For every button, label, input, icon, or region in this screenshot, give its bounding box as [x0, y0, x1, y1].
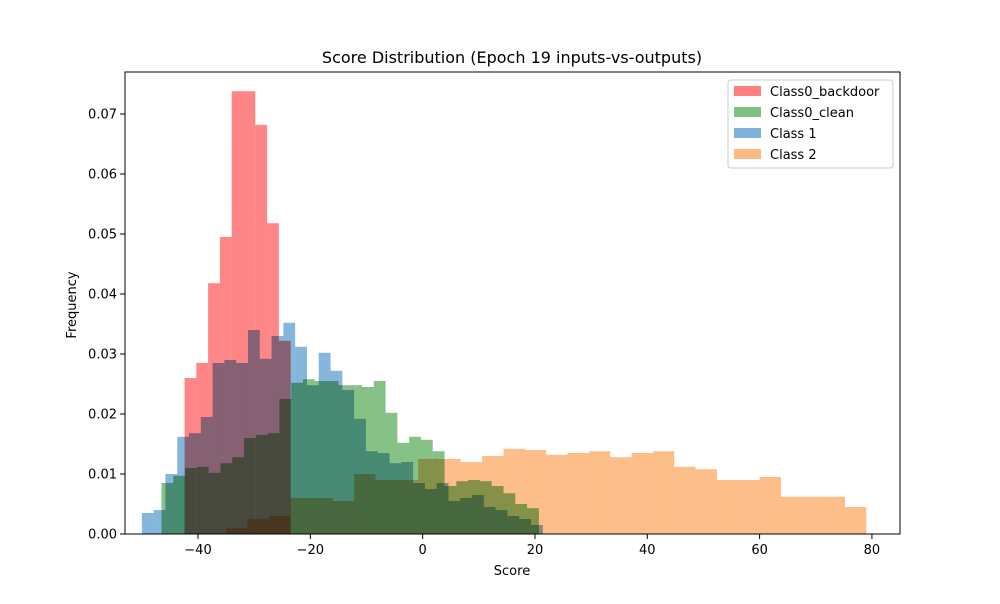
x-axis-ticks: −40 −20 0 20 40 60 80 [184, 534, 880, 558]
x-tick-label: 20 [527, 543, 544, 558]
y-tick-label: 0.06 [88, 168, 117, 183]
histogram-bar [759, 477, 781, 534]
histogram-bar [306, 385, 319, 534]
y-axis-ticks: 0.00 0.01 0.02 0.03 0.04 0.05 0.06 0.07 [88, 108, 125, 543]
legend: Class0_backdoor Class0_clean Class 1 Class … [727, 79, 894, 169]
histogram-bar [695, 469, 717, 534]
histogram-bar [332, 501, 355, 534]
histogram-bar [236, 363, 248, 534]
histogram-bar [482, 456, 504, 534]
histogram-bar [330, 370, 343, 534]
histogram-bar [396, 480, 419, 534]
x-tick-label: 60 [751, 543, 768, 558]
x-tick-label: −40 [184, 543, 211, 558]
histogram-bar [259, 358, 272, 534]
histogram-bar [231, 91, 244, 534]
histogram-bar [295, 346, 307, 534]
histogram-bar [354, 474, 376, 534]
histogram-bar [418, 459, 440, 534]
histogram-bar [247, 519, 269, 534]
histogram-bar [283, 322, 296, 534]
histogram-bar [165, 474, 178, 534]
histogram-bar [342, 390, 355, 534]
histogram-bar [610, 457, 632, 534]
histogram-bar [588, 451, 611, 534]
histogram-bar [290, 498, 312, 534]
histogram-bar [177, 436, 190, 534]
x-axis-label: Score [494, 564, 530, 579]
y-tick-label: 0.07 [88, 108, 117, 123]
histogram-bar [224, 360, 237, 534]
bars-layer [141, 91, 867, 535]
histogram-bar [674, 466, 696, 534]
histogram-bar [844, 507, 867, 534]
histogram-bar [823, 496, 845, 534]
chart-title: Score Distribution (Epoch 19 inputs-vs-o… [322, 48, 702, 67]
histogram-bar [780, 496, 803, 534]
histogram-bar [716, 480, 739, 534]
histogram-bar [738, 480, 760, 534]
plot-frame [124, 71, 901, 535]
histogram-bar [268, 516, 291, 534]
histogram-bar [524, 450, 547, 534]
histogram-bar [189, 433, 201, 534]
histogram-bar [567, 453, 589, 534]
histogram-bar [212, 363, 225, 534]
series-3 [226, 448, 867, 534]
x-tick-label: 0 [419, 543, 427, 558]
histogram-bar [631, 453, 653, 534]
x-tick-label: −20 [297, 543, 324, 558]
histogram-bar [318, 352, 331, 534]
legend-label: Class0_backdoor [770, 85, 880, 100]
histogram-bar [226, 528, 248, 534]
histogram-bar [200, 417, 213, 534]
x-tick-label: 40 [639, 543, 656, 558]
histogram-bar [153, 510, 166, 534]
y-axis-label: Frequency [65, 271, 80, 338]
y-tick-label: 0.02 [88, 408, 117, 423]
histogram-bar [243, 91, 256, 534]
y-tick-label: 0.01 [88, 468, 117, 483]
legend-items: Class0_backdoor Class0_clean Class 1 Class … [734, 85, 880, 163]
legend-label: Class 1 [770, 127, 817, 142]
histogram-bar [311, 498, 333, 534]
histogram-bar [439, 459, 461, 534]
histogram-bar [255, 124, 268, 535]
histogram-bar [271, 336, 284, 534]
histogram-bar [546, 454, 568, 534]
histogram-bar [141, 513, 154, 534]
y-tick-label: 0.05 [88, 228, 117, 243]
y-tick-label: 0.03 [88, 348, 117, 363]
legend-swatch [734, 86, 761, 96]
legend-label: Class 2 [770, 148, 817, 163]
y-tick-label: 0.00 [88, 528, 117, 543]
x-tick-label: 80 [864, 543, 881, 558]
histogram-bar [652, 451, 675, 534]
y-tick-label: 0.04 [88, 288, 117, 303]
histogram-bar [247, 330, 260, 534]
histogram-bar [503, 448, 525, 534]
histogram-bar [375, 480, 397, 534]
legend-box [727, 79, 894, 169]
legend-swatch [734, 149, 761, 159]
legend-label: Class0_clean [770, 106, 854, 121]
histogram-bar [460, 462, 483, 534]
histogram-bar [802, 496, 824, 534]
legend-swatch [734, 107, 761, 117]
legend-swatch [734, 128, 761, 138]
